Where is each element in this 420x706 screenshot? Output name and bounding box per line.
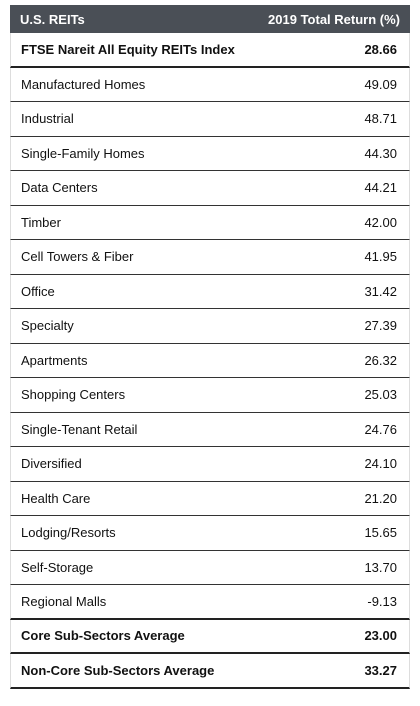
sector-name: Diversified xyxy=(21,456,82,472)
return-value: 33.27 xyxy=(364,662,397,678)
table-header: U.S. REITs 2019 Total Return (%) xyxy=(10,5,410,33)
return-value: 27.39 xyxy=(364,318,397,334)
table-row: FTSE Nareit All Equity REITs Index 28.66 xyxy=(10,33,410,68)
sector-name: Timber xyxy=(21,214,61,230)
sector-name: Non-Core Sub-Sectors Average xyxy=(21,662,215,678)
sector-name: Core Sub-Sectors Average xyxy=(21,628,185,644)
header-cell: 2019 Total Return (%) xyxy=(268,11,400,27)
sector-name: Regional Malls xyxy=(21,593,107,609)
return-value: -9.13 xyxy=(367,593,397,609)
sector-name: Self-Storage xyxy=(21,559,94,575)
table-row: Core Sub-Sectors Average 23.00 xyxy=(10,619,410,654)
table-row: Manufactured Homes 49.09 xyxy=(10,67,410,102)
sector-name: Data Centers xyxy=(21,180,98,196)
sector-name: Health Care xyxy=(21,490,91,506)
table-row: Health Care 21.20 xyxy=(10,481,410,516)
sector-name: Office xyxy=(21,283,55,299)
return-value: 13.70 xyxy=(364,559,397,575)
return-value: 44.21 xyxy=(364,180,397,196)
sector-name: Manufactured Homes xyxy=(21,76,146,92)
return-value: 41.95 xyxy=(364,249,397,265)
return-value: 28.66 xyxy=(364,41,397,57)
table: U.S. REITs 2019 Total Return (%) FTSE Na… xyxy=(10,5,410,689)
header-cell: U.S. REITs xyxy=(20,11,85,27)
return-value: 25.03 xyxy=(364,387,397,403)
return-value: 24.10 xyxy=(364,456,397,472)
table-row: Cell Towers & Fiber 41.95 xyxy=(10,240,410,275)
sector-name: Single-Family Homes xyxy=(21,145,145,161)
sector-name: Specialty xyxy=(21,318,74,334)
return-value: 44.30 xyxy=(364,145,397,161)
sector-name: Lodging/Resorts xyxy=(21,525,116,541)
sector-name: Industrial xyxy=(21,111,74,127)
table-row: Non-Core Sub-Sectors Average 33.27 xyxy=(10,654,410,689)
return-value: 49.09 xyxy=(364,76,397,92)
return-value: 31.42 xyxy=(364,283,397,299)
return-value: 48.71 xyxy=(364,111,397,127)
table-row: Specialty 27.39 xyxy=(10,309,410,344)
table-row: Timber 42.00 xyxy=(10,205,410,240)
return-value: 24.76 xyxy=(364,421,397,437)
table-row: Self-Storage 13.70 xyxy=(10,550,410,585)
sector-name: FTSE Nareit All Equity REITs Index xyxy=(21,41,235,57)
sector-name: Apartments xyxy=(21,352,88,368)
table-row: Single-Family Homes 44.30 xyxy=(10,136,410,171)
table-row: Office 31.42 xyxy=(10,274,410,309)
table-row: Apartments 26.32 xyxy=(10,343,410,378)
sector-name: Single-Tenant Retail xyxy=(21,421,138,437)
return-value: 26.32 xyxy=(364,352,397,368)
sector-name: Shopping Centers xyxy=(21,387,126,403)
table-row: Shopping Centers 25.03 xyxy=(10,378,410,413)
return-value: 21.20 xyxy=(364,490,397,506)
table-row: Single-Tenant Retail 24.76 xyxy=(10,412,410,447)
return-value: 42.00 xyxy=(364,214,397,230)
table-row: Regional Malls -9.13 xyxy=(10,585,410,620)
table-row: Diversified 24.10 xyxy=(10,447,410,482)
table-row: Industrial 48.71 xyxy=(10,102,410,137)
return-value: 15.65 xyxy=(364,525,397,541)
table-row: Lodging/Resorts 15.65 xyxy=(10,516,410,551)
return-value: 23.00 xyxy=(364,628,397,644)
sector-name: Cell Towers & Fiber xyxy=(21,249,134,265)
table-row: Data Centers 44.21 xyxy=(10,171,410,206)
